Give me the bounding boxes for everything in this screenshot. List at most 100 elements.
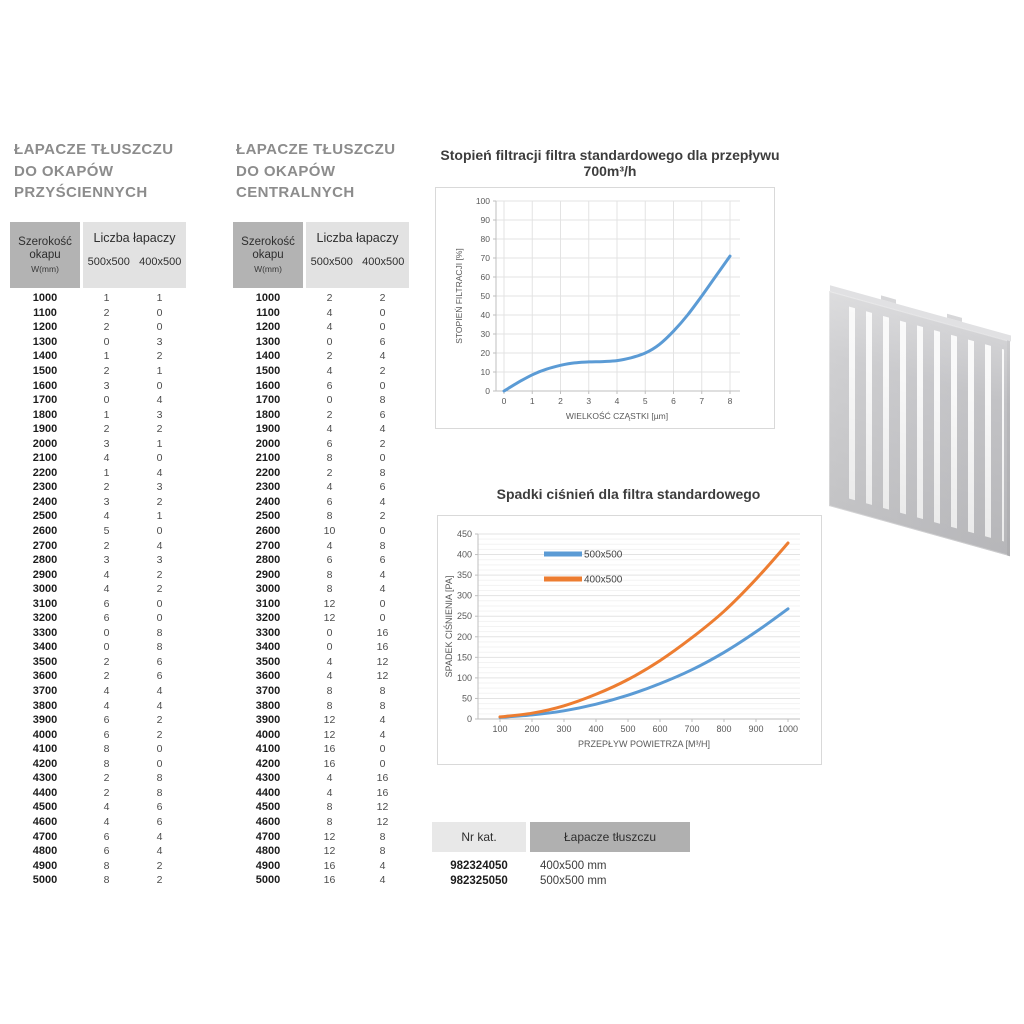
size-400x500-column-header: 400x500 — [139, 256, 182, 268]
table-row: 982325050 500x500 mm — [432, 873, 690, 888]
size-500x500-column-header: 500x500 — [87, 256, 130, 268]
table-cell: 4 — [379, 568, 386, 581]
table-cell: 1 — [156, 437, 163, 450]
left-table-title-line3: PRZYŚCIENNYCH — [14, 184, 148, 201]
table-cell: 4 — [379, 728, 386, 741]
table-cell: 2900 — [255, 568, 281, 581]
pressure-drop-chart-title: Spadki ciśnień dla filtra standardowego — [496, 486, 761, 502]
table-cell: 8 — [326, 452, 333, 465]
table-row: 4100 16 0 — [233, 742, 409, 757]
x-tick-label: 100 — [492, 724, 507, 734]
table-cell: 3600 — [255, 670, 281, 683]
table-cell: 2400 — [255, 495, 281, 508]
table-cell: 4 — [156, 830, 163, 843]
table-row: 1800 1 3 — [10, 407, 186, 422]
x-tick-label: 700 — [684, 724, 699, 734]
table-cell: 0 — [379, 379, 386, 392]
table-row: 1900 4 4 — [233, 422, 409, 437]
table-cell: 12 — [323, 597, 336, 610]
table-row: 1300 0 6 — [233, 335, 409, 350]
table-cell: 8 — [379, 830, 386, 843]
table-cell: 4800 — [32, 845, 58, 858]
table-cell: 0 — [379, 757, 386, 770]
table-cell: 4 — [326, 772, 333, 785]
table-cell: 5 — [103, 525, 110, 538]
table-cell: 4300 — [255, 772, 281, 785]
center-table-title: ŁAPACZE TŁUSZCZU DO OKAPÓW CENTRALNYCH — [236, 139, 395, 204]
table-cell: 2 — [156, 728, 163, 741]
table-cell: 0 — [379, 743, 386, 756]
left-table-body: 1000 1 1 1100 2 0 1200 2 0 1300 0 3 1400 1 2 1500 2 1 1600… — [10, 291, 186, 887]
table-cell: 16 — [376, 772, 389, 785]
table-cell: 5000 — [255, 874, 281, 887]
legend-label-500x500: 500x500 — [584, 550, 623, 561]
table-cell: 0 — [379, 525, 386, 538]
y-tick-label: 400 — [457, 550, 472, 560]
table-cell: 8 — [326, 801, 333, 814]
table-cell: 8 — [379, 539, 386, 552]
table-cell: 6 — [103, 845, 110, 858]
table-cell: 4600 — [255, 815, 281, 828]
table-cell: 0 — [156, 597, 163, 610]
table-row: 2400 6 4 — [233, 495, 409, 510]
center-table-title-line1: ŁAPACZE TŁUSZCZU — [236, 141, 396, 158]
y-tick-label: 350 — [457, 570, 472, 580]
table-cell: 6 — [156, 815, 163, 828]
x-tick-label: 0 — [502, 396, 507, 406]
table-row: 1100 4 0 — [233, 306, 409, 321]
table-cell: 2 — [156, 350, 163, 363]
table-cell: 0 — [379, 452, 386, 465]
table-row: 1600 6 0 — [233, 378, 409, 393]
table-cell: 6 — [379, 481, 386, 494]
catalog-table-body: 982324050 400x500 mm 982325050 500x500 mm — [432, 858, 690, 888]
y-tick-label: 80 — [481, 234, 491, 244]
table-cell: 1 — [156, 510, 163, 523]
table-cell: 2 — [156, 568, 163, 581]
table-cell: 4500 — [32, 801, 58, 814]
y-tick-label: 10 — [481, 367, 491, 377]
table-row: 1700 0 8 — [233, 393, 409, 408]
table-row: 3400 0 16 — [233, 640, 409, 655]
x-tick-label: 400 — [588, 724, 603, 734]
trap-count-label: Liczba łapaczy — [93, 231, 176, 245]
table-cell: 1700 — [32, 394, 58, 407]
x-tick-label: 4 — [615, 396, 620, 406]
table-cell: 4 — [379, 714, 386, 727]
legend-label-400x500: 400x500 — [584, 575, 623, 586]
table-cell: 5000 — [32, 874, 58, 887]
table-cell: 1200 — [32, 321, 58, 334]
table-cell: 3700 — [32, 685, 58, 698]
table-cell: 2 — [103, 481, 110, 494]
table-cell: 4 — [103, 452, 110, 465]
series-400x500 — [498, 541, 790, 719]
trap-count-label: Liczba łapaczy — [316, 231, 399, 245]
y-tick-label: 0 — [467, 714, 472, 724]
left-table-title-line1: ŁAPACZE TŁUSZCZU — [14, 141, 174, 158]
table-cell: 3000 — [32, 583, 58, 596]
left-table-title: ŁAPACZE TŁUSZCZU DO OKAPÓW PRZYŚCIENNYCH — [14, 139, 173, 204]
table-cell: 2 — [103, 772, 110, 785]
table-cell: 2500 — [255, 510, 281, 523]
table-row: 3400 0 8 — [10, 640, 186, 655]
size-400x500-column-header: 400x500 — [362, 256, 405, 268]
table-cell: 3300 — [32, 626, 58, 639]
table-cell: 0 — [156, 612, 163, 625]
table-cell: 0 — [156, 452, 163, 465]
table-cell: 3600 — [32, 670, 58, 683]
x-tick-label: 1 — [530, 396, 535, 406]
table-cell: 4200 — [32, 757, 58, 770]
table-row: 2700 2 4 — [10, 538, 186, 553]
table-cell: 1000 — [255, 292, 281, 305]
table-cell: 1500 — [32, 365, 58, 377]
table-row: 3300 0 8 — [10, 626, 186, 641]
table-row: 3500 4 12 — [233, 655, 409, 670]
table-cell: 1700 — [255, 394, 281, 407]
table-cell: 2 — [103, 365, 110, 377]
table-row: 2200 2 8 — [233, 466, 409, 481]
table-cell: 2 — [156, 859, 163, 872]
table-cell: 3 — [103, 379, 110, 392]
table-cell: 4 — [103, 568, 110, 581]
table-row: 1600 3 0 — [10, 378, 186, 393]
table-row: 2000 6 2 — [233, 436, 409, 451]
table-row: 3100 12 0 — [233, 596, 409, 611]
